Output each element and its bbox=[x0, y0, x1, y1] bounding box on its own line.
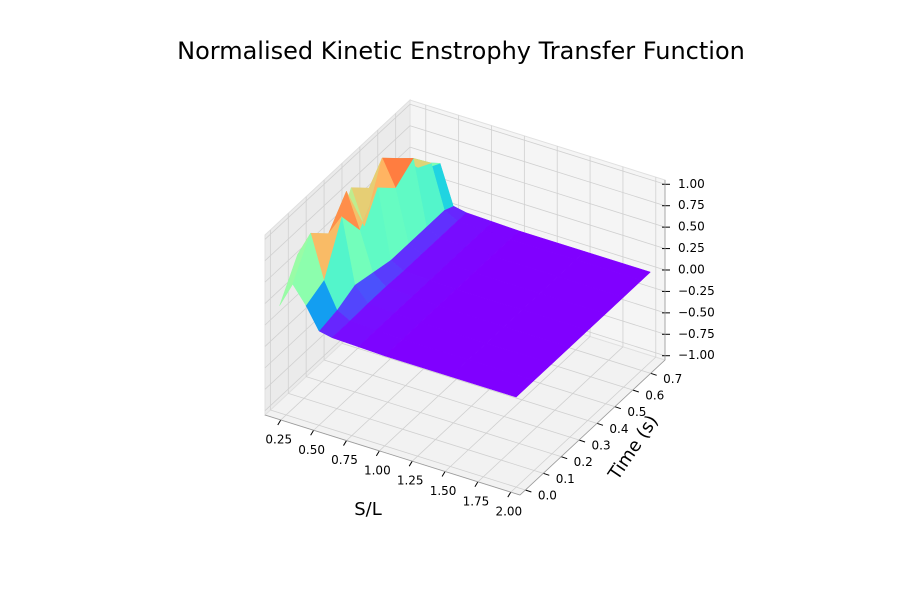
grid-line bbox=[409, 146, 666, 228]
grid-line bbox=[306, 376, 562, 458]
z-tick-label: 1.00 bbox=[678, 177, 705, 191]
x-tick bbox=[375, 450, 380, 457]
grid-line bbox=[510, 356, 657, 493]
x-tick-label: 1.25 bbox=[397, 474, 424, 488]
z-tick-label: 0.00 bbox=[678, 263, 705, 277]
grid-line bbox=[270, 409, 526, 491]
x-tick bbox=[310, 430, 315, 436]
grid-line bbox=[288, 392, 544, 474]
x-tick-label: 2.00 bbox=[495, 505, 522, 519]
y-tick-label: 0.6 bbox=[645, 389, 664, 403]
y-tick bbox=[578, 439, 586, 443]
x-tick bbox=[507, 491, 512, 498]
axis-line bbox=[519, 359, 666, 496]
x-tick-label: 1.75 bbox=[463, 494, 490, 508]
x-tick bbox=[441, 471, 446, 477]
y-tick-label: 0.3 bbox=[592, 439, 611, 453]
y-tick-label: 0.7 bbox=[663, 372, 682, 386]
y-tick bbox=[543, 472, 550, 476]
axis-line bbox=[264, 414, 521, 496]
z-tick-label: −1.00 bbox=[678, 348, 715, 362]
grid-line bbox=[409, 168, 666, 249]
z-tick-label: −0.50 bbox=[678, 305, 715, 319]
y-tick bbox=[650, 372, 657, 376]
z-tick-label: 0.50 bbox=[678, 220, 705, 234]
y-tick-label: 0.0 bbox=[538, 489, 557, 503]
x-tick bbox=[343, 440, 347, 446]
grid-line bbox=[477, 346, 624, 483]
x-tick-label: 1.50 bbox=[430, 484, 457, 498]
y-tick bbox=[614, 406, 622, 410]
grid-line bbox=[409, 103, 666, 185]
y-tick-label: 0.4 bbox=[609, 422, 628, 436]
surface-patch bbox=[449, 359, 535, 398]
y-tick bbox=[525, 489, 532, 493]
grid-line bbox=[264, 125, 411, 262]
z-tick-label: −0.25 bbox=[678, 284, 715, 298]
y-tick bbox=[632, 389, 639, 393]
grid-line bbox=[409, 125, 666, 207]
chart-title: Normalised Kinetic Enstrophy Transfer Fu… bbox=[177, 37, 745, 65]
x-tick-label: 1.00 bbox=[364, 463, 391, 477]
z-tick-label: 0.75 bbox=[678, 198, 705, 212]
z-tick-label: 0.25 bbox=[678, 241, 705, 255]
x-tick bbox=[408, 460, 413, 467]
y-tick-label: 0.5 bbox=[627, 405, 646, 419]
y-tick bbox=[596, 422, 604, 426]
x-tick-label: 0.25 bbox=[265, 432, 292, 446]
grid-line bbox=[323, 359, 580, 441]
y-tick bbox=[561, 456, 568, 460]
z-tick-label: −0.75 bbox=[678, 327, 715, 341]
x-axis-label: S/L bbox=[354, 499, 382, 520]
x-tick bbox=[277, 419, 282, 426]
grid-line bbox=[264, 103, 411, 240]
x-tick bbox=[474, 481, 479, 488]
grid-line bbox=[341, 342, 598, 424]
x-tick-label: 0.75 bbox=[331, 453, 358, 467]
y-tick-label: 0.2 bbox=[574, 455, 593, 469]
x-tick-label: 0.50 bbox=[298, 443, 325, 457]
y-tick-label: 0.1 bbox=[556, 472, 575, 486]
grid-line bbox=[444, 336, 591, 472]
surface-patch bbox=[292, 232, 325, 306]
